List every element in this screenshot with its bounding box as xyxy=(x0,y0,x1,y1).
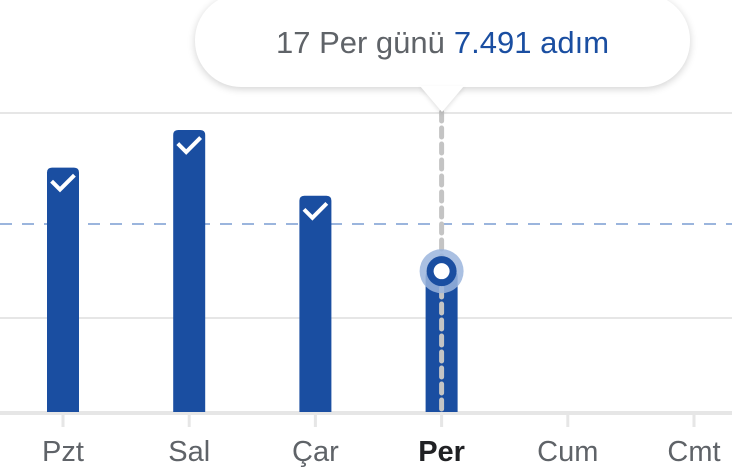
x-label-4[interactable]: Cum xyxy=(537,436,599,468)
tooltip-value: 7.491 adım xyxy=(453,24,610,60)
x-label-0[interactable]: Pzt xyxy=(42,436,84,468)
check-icon xyxy=(176,136,203,155)
tooltip-date: 17 Per günü xyxy=(275,24,445,60)
bar xyxy=(47,167,79,412)
x-label-1[interactable]: Sal xyxy=(168,436,211,468)
bar xyxy=(299,195,332,412)
selection-marker-dot xyxy=(433,263,450,280)
tooltip: 17 Per günü 7.491 adım xyxy=(195,0,690,87)
x-label-5[interactable]: Cmt xyxy=(667,436,721,468)
x-label-3[interactable]: Per xyxy=(418,436,465,468)
check-icon xyxy=(50,173,76,193)
bar xyxy=(173,130,206,412)
tooltip-pointer xyxy=(420,86,464,112)
check-icon xyxy=(302,201,329,221)
x-label-2[interactable]: Çar xyxy=(292,436,339,468)
